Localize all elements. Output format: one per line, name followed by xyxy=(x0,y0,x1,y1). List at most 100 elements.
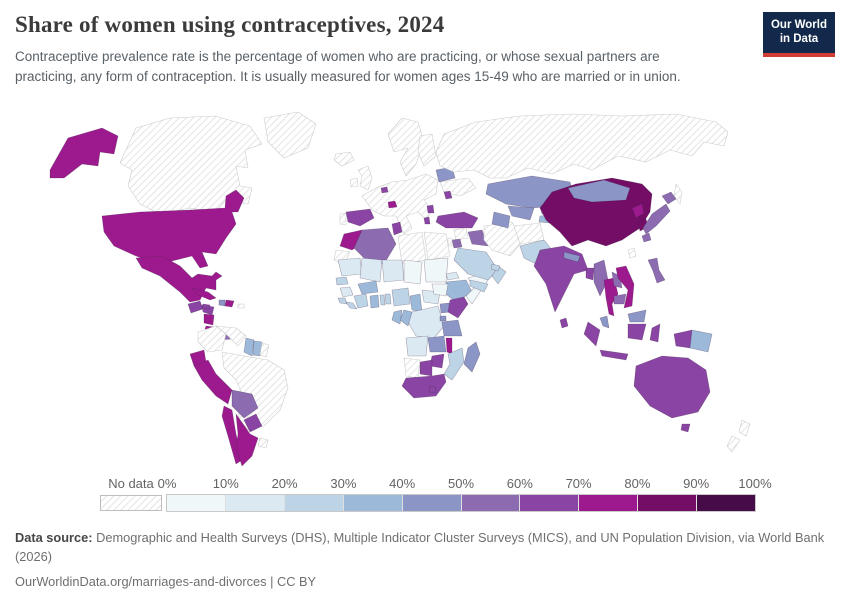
country-botswana[interactable] xyxy=(419,359,433,377)
country-spain[interactable] xyxy=(345,208,375,227)
country-togo[interactable] xyxy=(379,294,386,306)
country-guinea[interactable] xyxy=(339,286,354,298)
country-united-kingdom[interactable] xyxy=(357,165,373,191)
country-burkina-faso[interactable] xyxy=(357,280,379,295)
country-mozambique[interactable] xyxy=(443,347,465,381)
country-belgium[interactable] xyxy=(380,186,389,194)
country-russia[interactable] xyxy=(673,183,683,205)
country-india[interactable] xyxy=(533,245,589,313)
legend-bin-70-80%[interactable] xyxy=(579,495,639,511)
country-nicaragua[interactable] xyxy=(203,313,215,326)
country-puerto-rico[interactable] xyxy=(237,303,245,309)
country-liberia[interactable] xyxy=(345,301,358,310)
country-argentina[interactable] xyxy=(235,413,259,467)
country-switzerland[interactable] xyxy=(387,200,398,209)
country-chad[interactable] xyxy=(403,259,423,285)
country-greenland[interactable] xyxy=(263,111,317,159)
country-zambia[interactable] xyxy=(427,335,447,353)
owid-logo[interactable]: Our World in Data xyxy=(763,12,835,57)
country-french-guiana[interactable] xyxy=(259,342,270,358)
country-mongolia[interactable] xyxy=(567,179,631,203)
country-united-arab-emirates[interactable] xyxy=(490,263,501,272)
country-brazil[interactable] xyxy=(221,351,289,431)
country-nepal[interactable] xyxy=(563,251,581,263)
country-kenya[interactable] xyxy=(447,296,469,319)
country-nigeria[interactable] xyxy=(391,287,411,307)
country-jordan[interactable] xyxy=(451,238,463,249)
country-cambodia[interactable] xyxy=(613,293,627,305)
country-angola[interactable] xyxy=(405,335,429,357)
country-madagascar[interactable] xyxy=(463,341,481,373)
country-north-korea[interactable] xyxy=(631,203,645,219)
legend-bin-60-70%[interactable] xyxy=(520,495,580,511)
country-peru[interactable] xyxy=(193,359,233,405)
country-uruguay[interactable] xyxy=(257,437,269,449)
country-philippines[interactable] xyxy=(647,257,666,284)
country-suriname[interactable] xyxy=(252,340,263,357)
country-turkmenistan[interactable] xyxy=(491,211,511,229)
country-niger[interactable] xyxy=(381,259,405,283)
country-guyana[interactable] xyxy=(243,337,255,357)
country-japan[interactable] xyxy=(661,191,677,205)
country-taiwan[interactable] xyxy=(627,247,637,259)
country-mauritania[interactable] xyxy=(337,257,363,277)
country-gabon[interactable] xyxy=(391,309,403,325)
country-oman[interactable] xyxy=(491,265,507,285)
legend-bin-10-20%[interactable] xyxy=(225,495,285,511)
country-serbia[interactable] xyxy=(426,204,435,214)
country-moldova[interactable] xyxy=(443,190,453,200)
country-usa[interactable] xyxy=(49,127,119,179)
country-south-sudan[interactable] xyxy=(431,283,449,297)
country-malawi[interactable] xyxy=(445,337,453,355)
country-dominican-republic[interactable] xyxy=(224,299,235,308)
country-iraq[interactable] xyxy=(467,229,489,247)
legend-bin-30-40%[interactable] xyxy=(343,495,403,511)
country-bangladesh[interactable] xyxy=(585,267,595,281)
country-papua-new-guinea[interactable] xyxy=(689,329,713,353)
country-mali[interactable] xyxy=(359,257,383,283)
country-israel[interactable] xyxy=(447,237,453,247)
country-indonesia[interactable] xyxy=(673,329,693,349)
legend-bin-20-30%[interactable] xyxy=(284,495,344,511)
country-guatemala[interactable] xyxy=(187,300,204,314)
country-paraguay[interactable] xyxy=(243,413,263,433)
country-vietnam[interactable] xyxy=(615,265,635,309)
country-new-zealand[interactable] xyxy=(738,419,751,437)
country-indonesia[interactable] xyxy=(583,321,601,347)
country-lesotho[interactable] xyxy=(428,385,437,394)
country-ireland[interactable] xyxy=(349,177,359,188)
country-australia[interactable] xyxy=(633,355,711,419)
country-south-africa[interactable] xyxy=(401,373,447,399)
country-cameroon[interactable] xyxy=(409,293,423,313)
country-indonesia[interactable] xyxy=(627,323,647,341)
country-canada[interactable] xyxy=(119,115,263,215)
country-malaysia[interactable] xyxy=(599,315,610,329)
country-turkey[interactable] xyxy=(435,211,479,229)
country-namibia[interactable] xyxy=(403,357,421,379)
country-bolivia[interactable] xyxy=(231,389,259,419)
country-new-zealand[interactable] xyxy=(726,435,741,453)
country-russia[interactable] xyxy=(435,113,729,179)
country-cote-divoire[interactable] xyxy=(353,293,369,309)
country-rwanda[interactable] xyxy=(439,315,447,322)
country-yemen[interactable] xyxy=(469,279,489,293)
country-syria[interactable] xyxy=(453,227,469,241)
country-jamaica[interactable] xyxy=(201,303,211,310)
country-egypt[interactable] xyxy=(423,231,451,261)
legend-bin-0-10%[interactable] xyxy=(167,495,226,511)
country-australia[interactable] xyxy=(680,423,691,433)
country-scandinavia[interactable] xyxy=(387,117,425,177)
country-senegal[interactable] xyxy=(335,276,349,286)
country-myanmar[interactable] xyxy=(593,259,609,297)
country-japan[interactable] xyxy=(641,232,652,243)
country-japan[interactable] xyxy=(642,203,671,235)
country-iran[interactable] xyxy=(483,221,523,257)
country-drc[interactable] xyxy=(407,305,445,339)
legend-bin-80-90%[interactable] xyxy=(638,495,698,511)
country-iceland[interactable] xyxy=(333,151,355,167)
country-sudan[interactable] xyxy=(423,257,449,283)
country-sierra-leone[interactable] xyxy=(337,297,348,305)
country-eritrea[interactable] xyxy=(445,271,460,281)
owid-link[interactable]: OurWorldinData.org/marriages-and-divorce… xyxy=(15,574,267,590)
country-ghana[interactable] xyxy=(369,294,380,309)
